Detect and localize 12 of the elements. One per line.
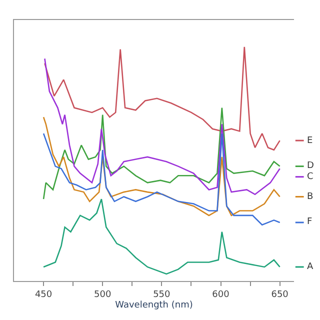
legend-label: E [307, 136, 313, 146]
legend-label: F [307, 217, 312, 227]
legend-label: B [307, 192, 314, 202]
x-tick-label: 500 [94, 290, 112, 300]
legend-label: A [307, 262, 314, 272]
legend-label: C [307, 172, 314, 182]
legend-label: D [307, 161, 314, 171]
x-tick-label: 450 [34, 290, 52, 300]
x-axis-title: Wavelength (nm) [115, 300, 193, 311]
x-tick-label: 600 [212, 290, 230, 300]
x-tick-label: 550 [153, 290, 171, 300]
x-tick-label: 650 [271, 290, 289, 300]
